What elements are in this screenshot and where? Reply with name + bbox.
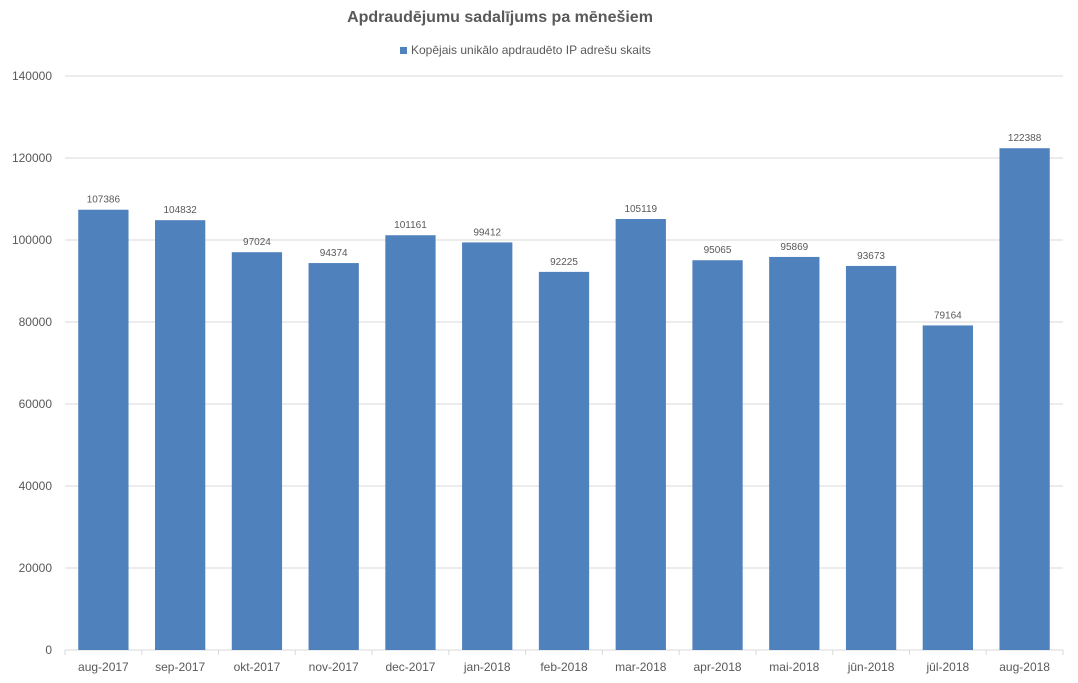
- x-tick-label: aug-2017: [78, 660, 129, 674]
- x-tick-label: nov-2017: [309, 660, 359, 674]
- x-tick-label: mar-2018: [615, 660, 667, 674]
- x-tick-label: dec-2017: [385, 660, 435, 674]
- x-tick-label: feb-2018: [540, 660, 588, 674]
- bar: [845, 265, 897, 650]
- data-label: 93673: [857, 251, 885, 262]
- data-label: 107386: [87, 195, 121, 206]
- data-label: 94374: [320, 248, 348, 259]
- x-tick-label: jan-2018: [463, 660, 511, 674]
- data-label: 92225: [550, 257, 578, 268]
- data-label: 95065: [704, 245, 732, 256]
- y-tick-label: 0: [45, 643, 52, 657]
- data-label: 104832: [163, 205, 197, 216]
- legend-label: Kopējais unikālo apdraudēto IP adrešu sk…: [411, 43, 651, 57]
- x-tick-label: jūl-2018: [925, 660, 969, 674]
- legend-swatch: [400, 46, 407, 54]
- chart-title: Apdraudējumu sadalījums pa mēnešiem: [347, 9, 653, 26]
- y-tick-label: 120000: [12, 151, 52, 165]
- bar: [999, 148, 1050, 650]
- y-tick-label: 80000: [19, 315, 53, 329]
- x-tick-label: jūn-2018: [847, 660, 895, 674]
- bar: [462, 242, 513, 650]
- data-label: 97024: [243, 237, 271, 248]
- data-label: 99412: [473, 227, 501, 238]
- bar: [692, 260, 743, 650]
- y-tick-label: 40000: [19, 479, 53, 493]
- data-label: 122388: [1008, 133, 1042, 144]
- x-tick-label: aug-2018: [999, 660, 1050, 674]
- x-tick-label: apr-2018: [694, 660, 742, 674]
- x-tick-label: mai-2018: [769, 660, 819, 674]
- bar: [78, 209, 129, 650]
- bar: [231, 252, 283, 650]
- bar: [538, 271, 590, 650]
- bar: [922, 325, 973, 650]
- data-label: 95869: [780, 242, 808, 253]
- bar: [308, 263, 359, 650]
- y-tick-label: 140000: [12, 69, 52, 83]
- x-tick-label: okt-2017: [234, 660, 281, 674]
- y-tick-label: 100000: [12, 233, 52, 247]
- bar: [615, 219, 666, 651]
- y-tick-label: 20000: [19, 561, 53, 575]
- data-label: 79164: [934, 310, 962, 321]
- y-tick-label: 60000: [19, 397, 53, 411]
- x-tick-label: sep-2017: [155, 660, 205, 674]
- bar: [769, 256, 820, 650]
- legend: Kopējais unikālo apdraudēto IP adrešu sk…: [400, 43, 651, 57]
- data-label: 105119: [624, 204, 657, 215]
- bar: [385, 235, 436, 650]
- data-label: 101161: [394, 220, 427, 231]
- bar: [155, 220, 206, 651]
